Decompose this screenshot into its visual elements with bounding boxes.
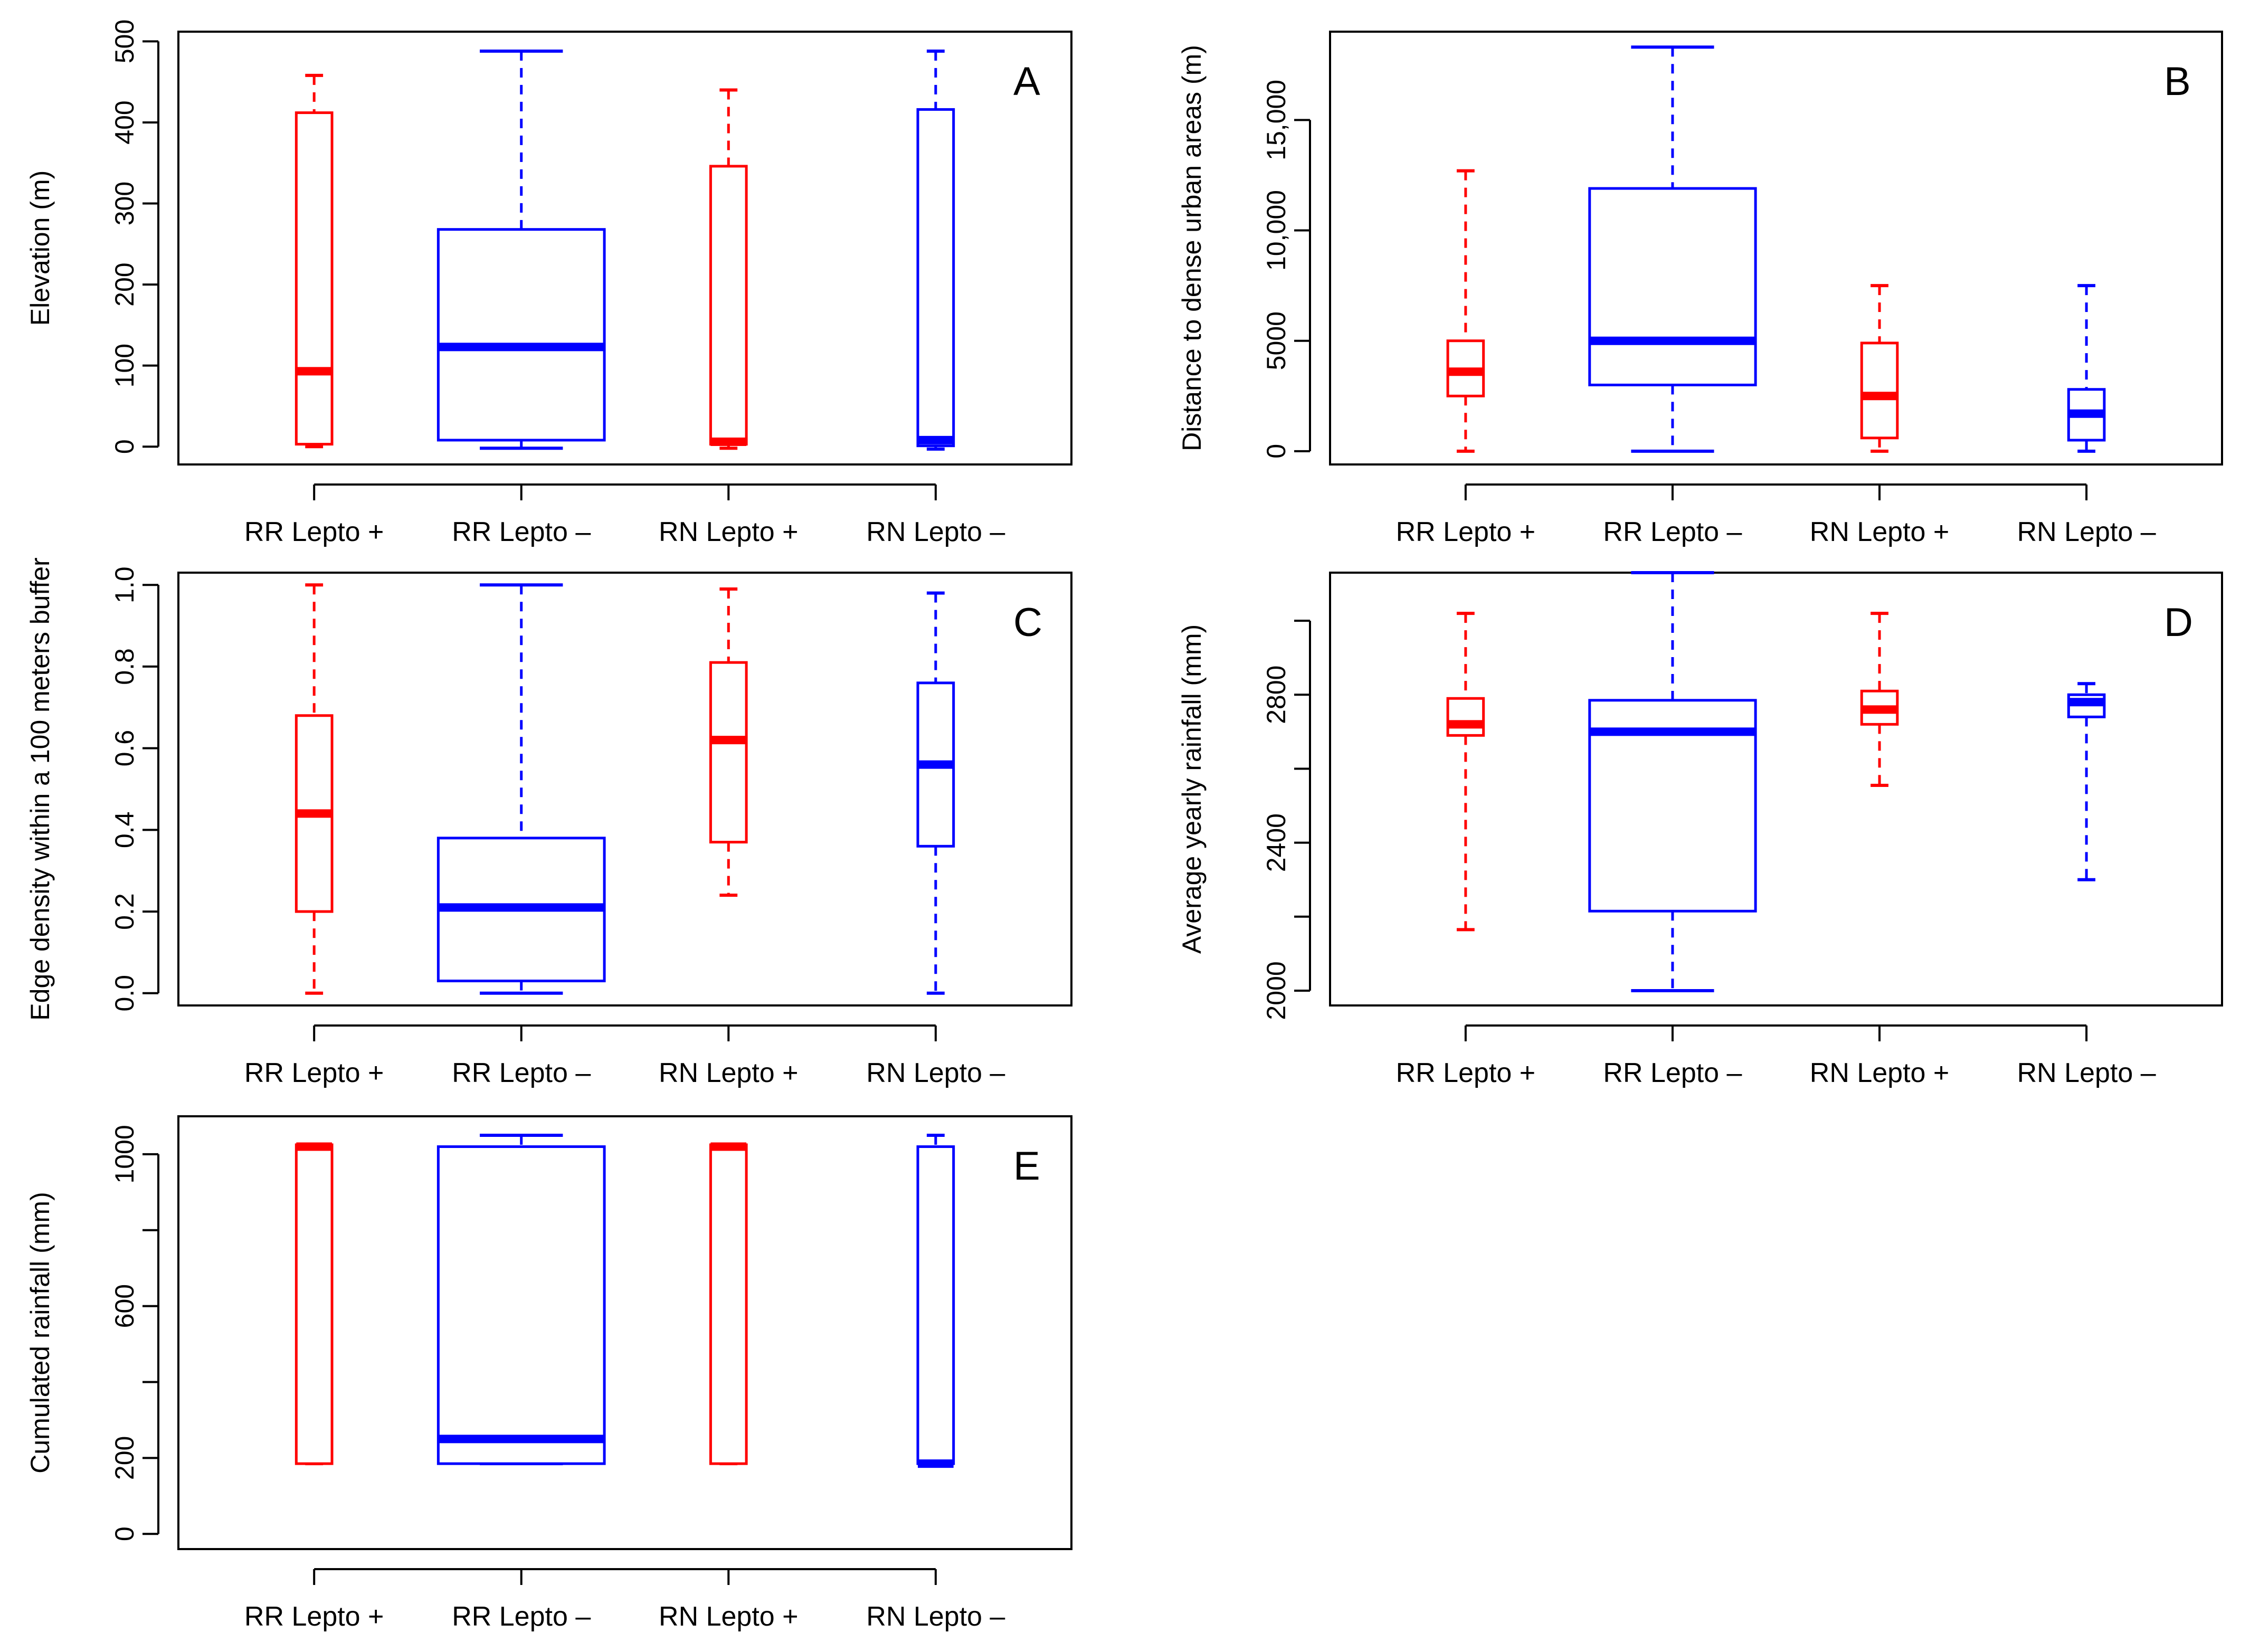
y-axis-label: Cumulated rainfall (mm)	[25, 1192, 55, 1473]
panel-label: A	[1013, 59, 1040, 104]
iqr-box	[295, 1143, 334, 1465]
plot-frame	[1329, 572, 2223, 1007]
box-2	[436, 1133, 606, 1466]
box-3	[1860, 612, 1899, 787]
box-1	[295, 583, 334, 995]
y-tick-label: 5000	[1261, 311, 1291, 370]
y-tick-label: 0.4	[110, 812, 139, 849]
y-tick-label: 2800	[1261, 666, 1291, 724]
x-tick-label: RN Lepto –	[2017, 517, 2156, 547]
y-tick-label: 400	[110, 100, 139, 144]
box-3	[709, 88, 748, 450]
box-4	[2067, 682, 2106, 881]
panel-label: B	[2164, 59, 2191, 104]
x-tick-label: RN Lepto +	[659, 517, 799, 547]
y-tick-label: 300	[110, 182, 139, 225]
panel-c: C 0.0 0.2 0.4 0.6 0.8 1.0 Edge density within a…	[25, 557, 1072, 1088]
y-tick-label: 0	[110, 439, 139, 454]
box-1	[1446, 612, 1485, 932]
x-tick-label: RR Lepto –	[452, 1601, 591, 1632]
box-2	[436, 49, 606, 450]
x-tick-label: RR Lepto –	[1603, 517, 1742, 547]
x-tick-label: RR Lepto +	[1396, 517, 1536, 547]
iqr-box	[436, 1145, 606, 1465]
box-3	[709, 1142, 748, 1466]
x-tick-label: RN Lepto +	[1810, 517, 1950, 547]
panel-e: E 0 200 600 1000 Cumulated rainfall (mm) RR Le…	[25, 1115, 1072, 1632]
box-3	[1860, 284, 1899, 453]
box-3	[709, 587, 748, 897]
x-tick-label: RR Lepto +	[244, 1601, 384, 1632]
box-2	[436, 583, 606, 995]
box-4	[916, 49, 955, 451]
y-tick-label: 1000	[110, 1125, 139, 1183]
panel-d: D 2000 2400 2800 Average yearly rainfall (mm…	[1177, 571, 2223, 1088]
iqr-box	[1860, 341, 1899, 440]
y-tick-label: 600	[110, 1284, 139, 1328]
y-axis-label: Edge density within a 100 meters buffer	[25, 557, 55, 1020]
box-1	[295, 1142, 334, 1466]
y-tick-label: 10,000	[1261, 190, 1291, 271]
x-tick-label: RR Lepto +	[1396, 1058, 1536, 1088]
x-tick-label: RR Lepto –	[1603, 1058, 1742, 1088]
box-1	[295, 73, 334, 449]
x-tick-label: RR Lepto +	[244, 1058, 384, 1088]
x-tick-label: RR Lepto –	[452, 1058, 591, 1088]
y-tick-label: 0.2	[110, 893, 139, 930]
iqr-box	[709, 1143, 748, 1465]
plot-frame	[1329, 31, 2223, 466]
panel-b: B 0 5000 10,000 15,000 Distance to dense urba…	[1177, 31, 2223, 547]
panel-a: A 0 100 200 300 400 500 Elevation (m) RR Lepto +…	[25, 20, 1072, 547]
y-tick-label: 0	[110, 1526, 139, 1541]
y-tick-label: 0.0	[110, 975, 139, 1012]
x-tick-label: RR Lepto +	[244, 517, 384, 547]
iqr-box	[916, 1145, 955, 1465]
iqr-box	[436, 228, 606, 442]
panel-label: E	[1013, 1144, 1040, 1189]
y-tick-label: 0.8	[110, 648, 139, 685]
plot-frame	[177, 572, 1072, 1007]
y-axis-label: Average yearly rainfall (mm)	[1177, 624, 1207, 954]
y-axis-label: Elevation (m)	[25, 170, 55, 326]
iqr-box	[1446, 697, 1485, 737]
y-tick-label: 500	[110, 20, 139, 63]
iqr-box	[295, 111, 334, 446]
iqr-box	[709, 661, 748, 844]
iqr-box	[1588, 187, 1757, 386]
x-tick-label: RN Lepto –	[866, 517, 1005, 547]
y-tick-label: 200	[110, 262, 139, 306]
y-tick-label: 200	[110, 1436, 139, 1480]
plot-frame	[177, 31, 1072, 466]
x-tick-label: RR Lepto –	[452, 517, 591, 547]
box-4	[2067, 284, 2106, 453]
y-axis-label: Distance to dense urban areas (m)	[1177, 45, 1207, 451]
y-tick-label: 15,000	[1261, 80, 1291, 160]
x-tick-label: RN Lepto +	[659, 1058, 799, 1088]
x-tick-label: RN Lepto +	[659, 1601, 799, 1632]
box-4	[916, 1133, 955, 1468]
box-4	[916, 591, 955, 995]
x-tick-label: RN Lepto –	[2017, 1058, 2156, 1088]
box-1	[1446, 169, 1485, 453]
iqr-box	[916, 108, 955, 448]
y-tick-label: 0	[1261, 444, 1291, 459]
x-tick-label: RN Lepto +	[1810, 1058, 1950, 1088]
y-tick-label: 1.0	[110, 566, 139, 603]
x-tick-label: RN Lepto –	[866, 1601, 1005, 1632]
panel-label: C	[1013, 600, 1042, 645]
plot-frame	[177, 1115, 1072, 1550]
panel-label: D	[2164, 600, 2193, 645]
box-2	[1588, 571, 1757, 992]
y-tick-label: 100	[110, 344, 139, 387]
y-tick-label: 2400	[1261, 813, 1291, 872]
y-tick-label: 0.6	[110, 730, 139, 767]
y-tick-label: 2000	[1261, 961, 1291, 1020]
x-tick-label: RN Lepto –	[866, 1058, 1005, 1088]
box-2	[1588, 45, 1757, 453]
iqr-box	[709, 165, 748, 446]
